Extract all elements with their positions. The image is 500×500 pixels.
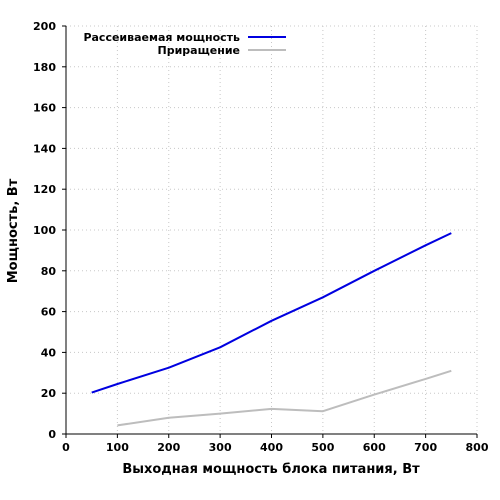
y-tick-label: 80: [41, 265, 57, 278]
y-axis-title: Мощность, Вт: [6, 178, 21, 283]
y-tick-label: 160: [33, 102, 56, 115]
y-tick-label: 0: [48, 428, 56, 441]
grid: [66, 25, 478, 434]
x-axis-title: Выходная мощность блока питания, Вт: [122, 462, 420, 477]
x-tick-label: 600: [363, 441, 386, 454]
x-tick-label: 0: [62, 441, 70, 454]
legend-label: Приращение: [158, 44, 240, 57]
legend-label: Рассеиваемая мощность: [83, 31, 240, 44]
y-tick-label: 180: [33, 61, 56, 74]
y-tick-label: 200: [33, 20, 56, 33]
x-tick-label: 700: [414, 441, 437, 454]
axes: 0 100 200 300 400 500 600 700 800 0 20 40 60 80 100 120…: [33, 20, 489, 454]
y-tick-label: 100: [33, 224, 56, 237]
y-tick-label: 60: [41, 306, 57, 319]
x-tick-label: 800: [466, 441, 489, 454]
y-tick-label: 40: [41, 346, 57, 359]
series-line-0: [91, 232, 452, 394]
x-tick-label: 300: [209, 441, 232, 454]
y-tick-label: 120: [33, 183, 56, 196]
y-tick-label: 140: [33, 142, 56, 155]
x-tick-label: 200: [157, 441, 180, 454]
x-tick-label: 400: [260, 441, 283, 454]
y-tick-label: 20: [41, 387, 57, 400]
series-line-1: [117, 369, 452, 427]
x-tick-label: 100: [106, 441, 129, 454]
x-tick-label: 500: [311, 441, 334, 454]
series-lines: [91, 232, 452, 427]
